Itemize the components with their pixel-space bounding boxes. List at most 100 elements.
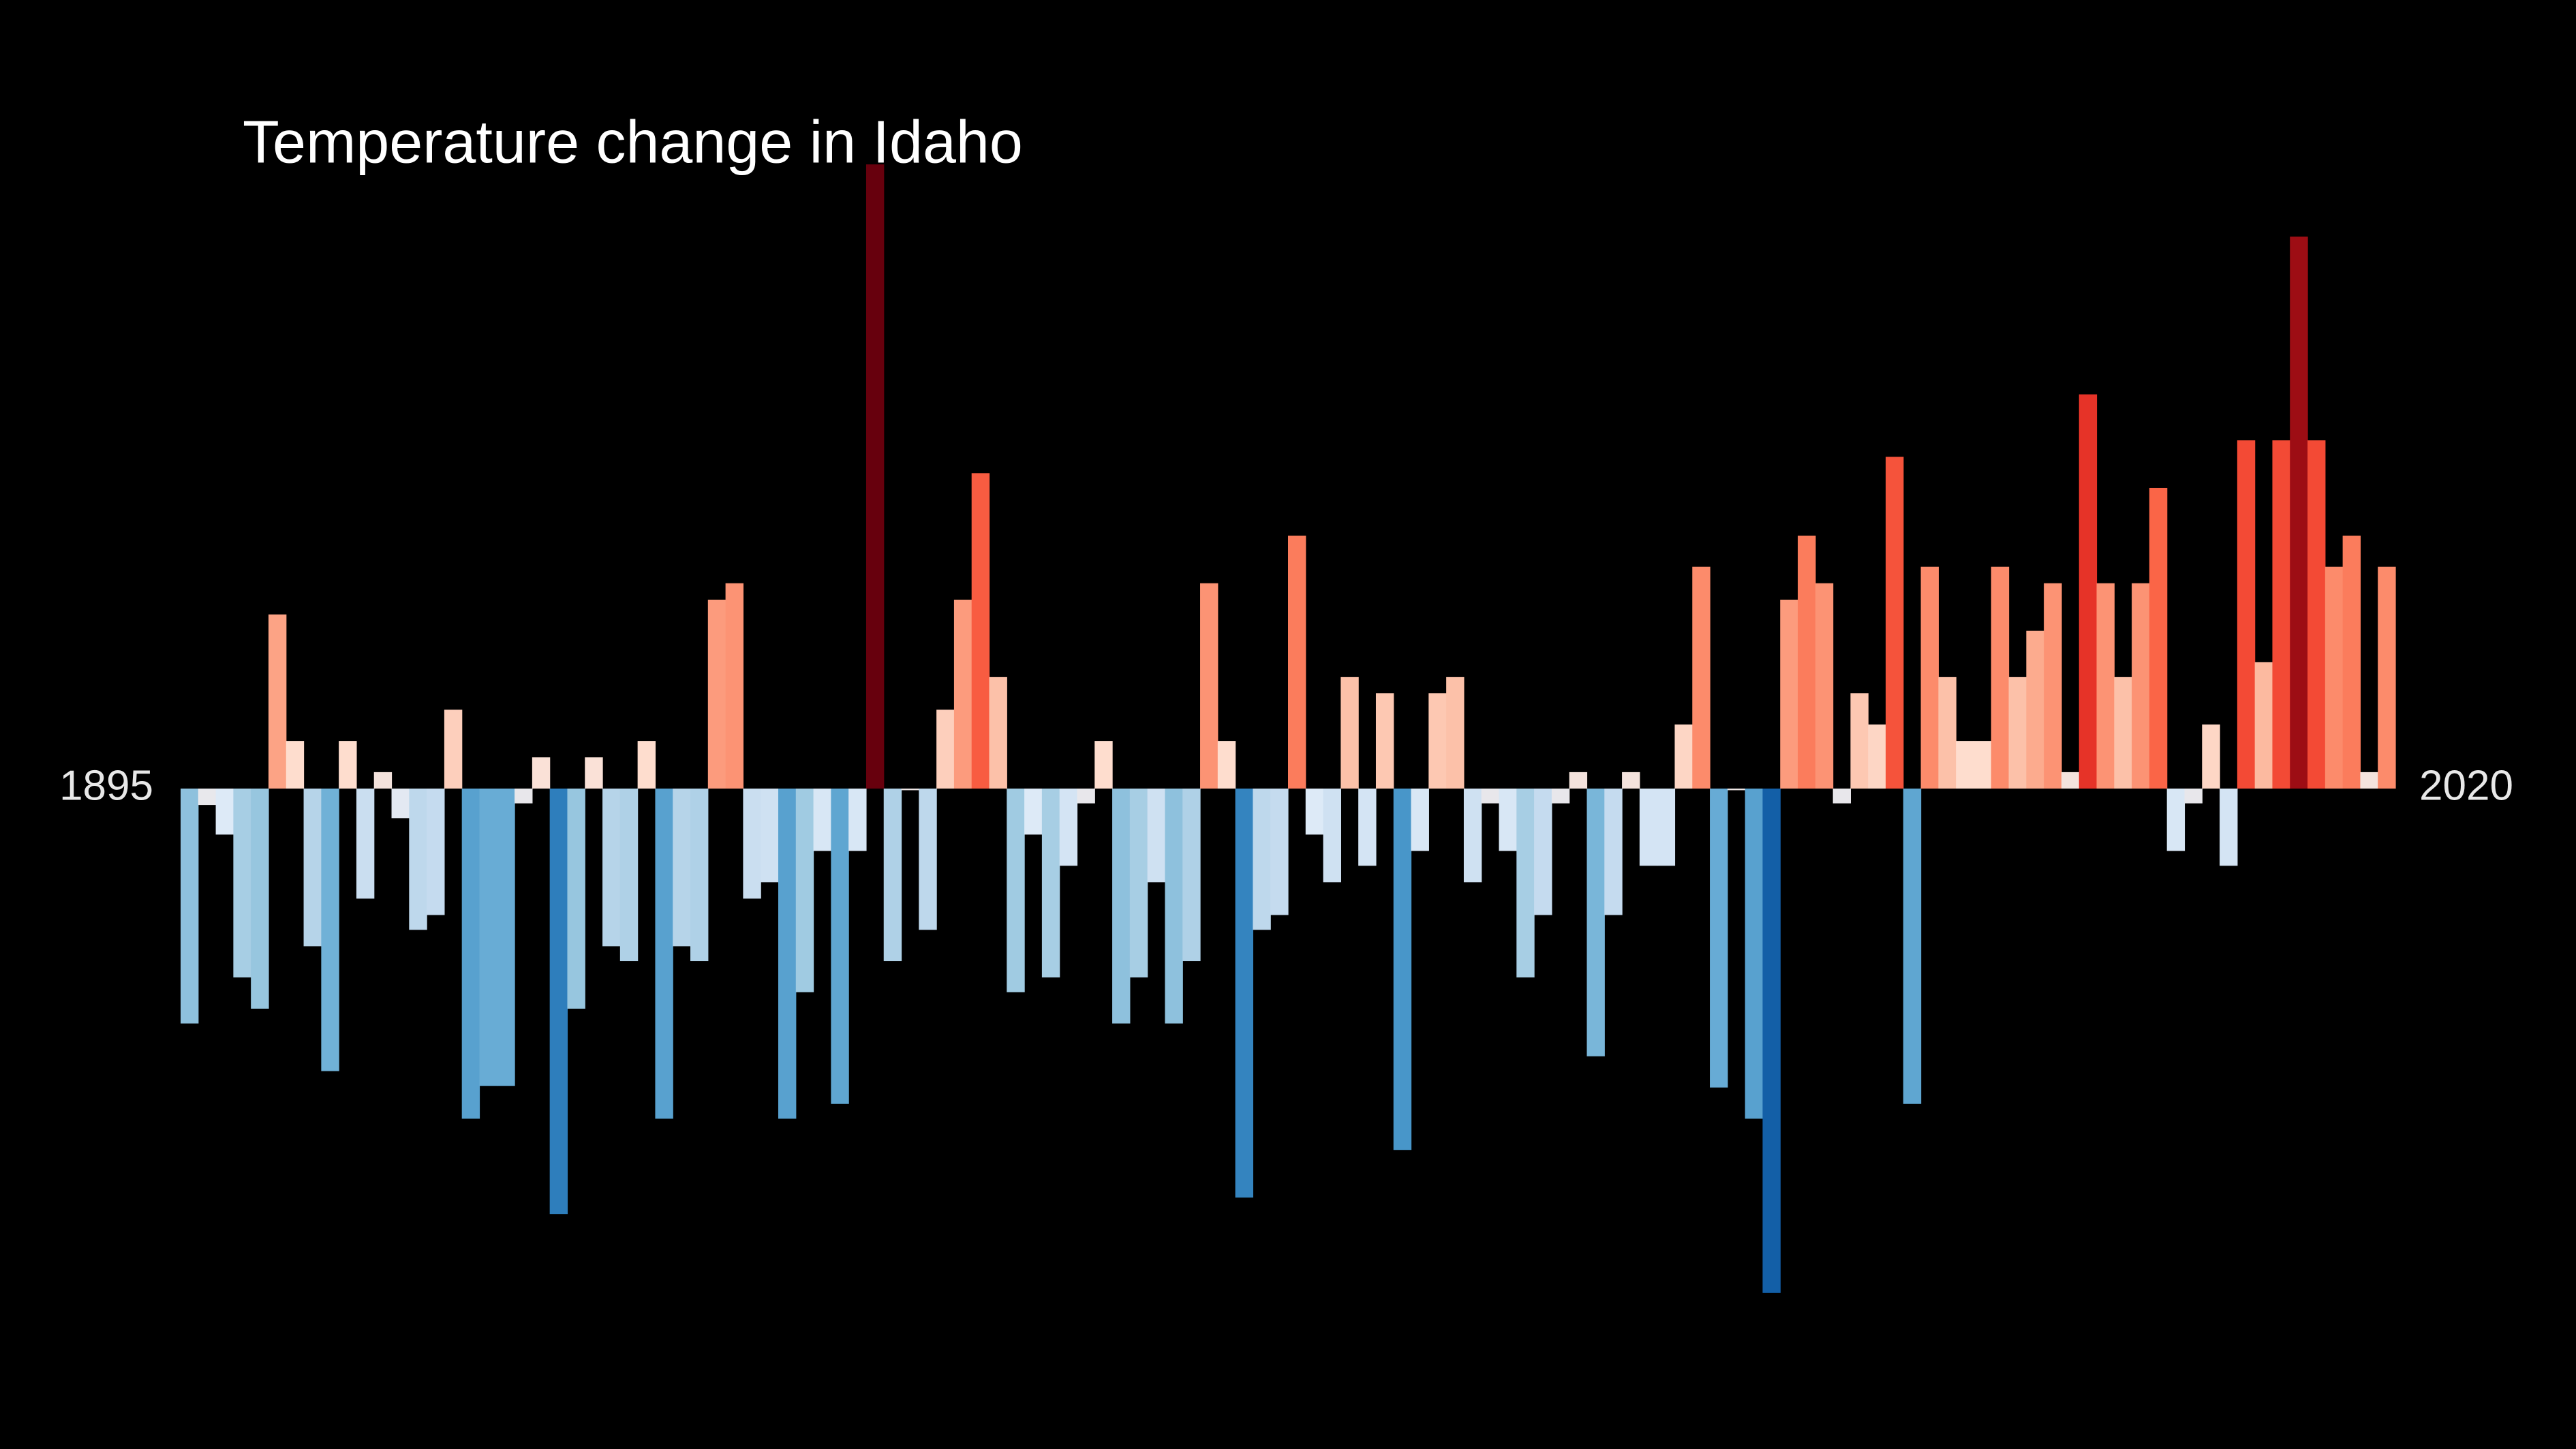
bar	[953, 599, 972, 789]
bar	[1639, 789, 1658, 866]
bar	[1375, 693, 1394, 789]
bar	[655, 789, 673, 1119]
bar	[356, 789, 375, 899]
bar	[2008, 677, 2027, 789]
bar	[1956, 741, 1974, 789]
bar	[1094, 741, 1113, 789]
bar	[1041, 789, 1060, 978]
bar	[1007, 789, 1025, 992]
bar	[2220, 789, 2238, 866]
bar	[567, 789, 585, 1009]
bar	[1833, 789, 1851, 804]
bar	[2096, 583, 2115, 789]
bar	[901, 789, 919, 791]
bar	[444, 710, 463, 789]
bar	[1235, 789, 1254, 1198]
bar	[515, 789, 533, 804]
bar	[1798, 535, 1816, 789]
bar	[2166, 789, 2186, 851]
bar	[1077, 789, 1095, 804]
bar	[1586, 789, 1605, 1056]
bar	[1147, 789, 1166, 883]
bar	[1305, 789, 1324, 835]
bar	[2290, 237, 2308, 789]
bar	[2360, 772, 2378, 789]
bar	[2132, 583, 2150, 789]
bar	[2044, 583, 2062, 789]
bar	[761, 789, 779, 883]
bar	[497, 789, 515, 1086]
bar	[1692, 566, 1711, 789]
bar	[2149, 487, 2168, 789]
bar	[268, 614, 287, 789]
bar	[1499, 789, 1517, 851]
bar	[848, 789, 867, 851]
bar	[2254, 662, 2273, 789]
bar	[1253, 789, 1271, 930]
bar	[1534, 789, 1552, 915]
chart-title: Temperature change in Idaho	[243, 108, 1023, 175]
bar	[1024, 789, 1043, 835]
bar	[479, 789, 497, 1086]
bar	[813, 789, 831, 851]
bar	[2079, 394, 2098, 789]
bar	[1920, 566, 1939, 789]
bar	[602, 789, 621, 947]
bar	[1551, 789, 1570, 804]
bar	[1604, 789, 1623, 915]
bar	[743, 789, 761, 899]
bar	[321, 789, 339, 1071]
bar	[1938, 677, 1957, 789]
bars	[181, 164, 2396, 1293]
bar	[1762, 789, 1781, 1293]
bar	[2237, 440, 2256, 789]
bar	[339, 741, 357, 789]
bar	[409, 789, 427, 930]
bar	[1850, 693, 1869, 789]
bar	[1780, 599, 1798, 789]
bar	[1358, 789, 1377, 866]
bar	[1481, 789, 1500, 804]
bar	[585, 757, 603, 789]
bar	[1973, 741, 1992, 789]
bar	[1569, 772, 1588, 789]
bar	[1903, 789, 1922, 1104]
x-tick-label: 2020	[2419, 762, 2513, 809]
bar	[2026, 630, 2044, 789]
bar	[1727, 789, 1746, 791]
bar	[2114, 677, 2132, 789]
bar	[373, 772, 393, 789]
bar	[251, 789, 269, 1009]
bar	[637, 741, 656, 789]
bar	[1885, 457, 1904, 789]
bar	[1991, 566, 2010, 789]
bar	[1868, 724, 1886, 789]
bar	[2184, 789, 2203, 804]
bar	[2307, 440, 2326, 789]
bar	[1112, 789, 1131, 1024]
bar	[1446, 677, 1465, 789]
x-tick-label: 1895	[59, 762, 153, 809]
bar	[1217, 741, 1236, 789]
bar	[181, 789, 199, 1024]
bar	[2325, 566, 2344, 789]
bar	[2202, 724, 2220, 789]
bar	[1516, 789, 1535, 978]
bar	[1815, 583, 1834, 789]
bar	[690, 789, 709, 962]
bar	[1674, 724, 1693, 789]
bar	[989, 677, 1007, 789]
bar	[971, 473, 990, 789]
bar	[725, 583, 743, 789]
bar	[1428, 693, 1447, 789]
bar	[1288, 535, 1306, 789]
bar	[1463, 789, 1482, 883]
bar	[1411, 789, 1429, 851]
bar	[1270, 789, 1289, 915]
bar	[795, 789, 814, 992]
bar	[303, 789, 322, 947]
bar	[1745, 789, 1764, 1119]
bar	[215, 789, 234, 835]
bar	[1129, 789, 1148, 978]
bar	[461, 789, 480, 1119]
